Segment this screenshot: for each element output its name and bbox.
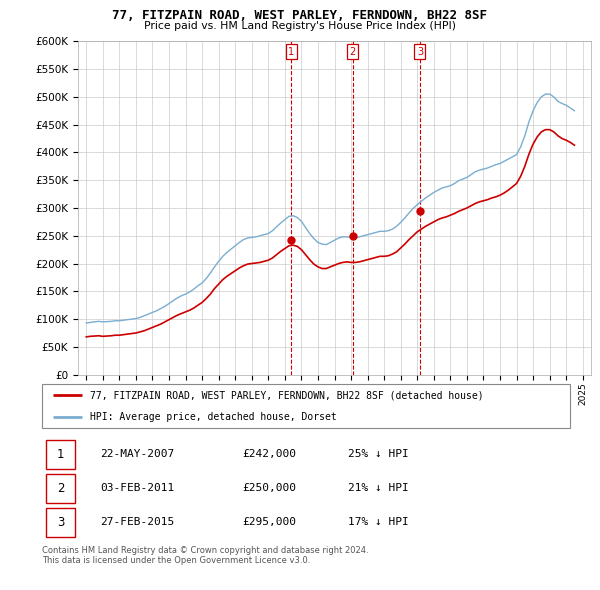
FancyBboxPatch shape — [46, 474, 75, 503]
Text: 3: 3 — [57, 516, 64, 529]
Text: £250,000: £250,000 — [242, 483, 296, 493]
Text: 22-MAY-2007: 22-MAY-2007 — [100, 449, 175, 459]
FancyBboxPatch shape — [46, 508, 75, 537]
Text: 1: 1 — [288, 47, 294, 57]
FancyBboxPatch shape — [46, 440, 75, 468]
Text: Price paid vs. HM Land Registry's House Price Index (HPI): Price paid vs. HM Land Registry's House … — [144, 21, 456, 31]
Text: 21% ↓ HPI: 21% ↓ HPI — [348, 483, 409, 493]
Text: 27-FEB-2015: 27-FEB-2015 — [100, 517, 175, 527]
Text: 03-FEB-2011: 03-FEB-2011 — [100, 483, 175, 493]
Text: 25% ↓ HPI: 25% ↓ HPI — [348, 449, 409, 459]
Text: 77, FITZPAIN ROAD, WEST PARLEY, FERNDOWN, BH22 8SF (detached house): 77, FITZPAIN ROAD, WEST PARLEY, FERNDOWN… — [89, 391, 483, 401]
Text: 3: 3 — [417, 47, 423, 57]
Text: 2: 2 — [349, 47, 356, 57]
Text: 2: 2 — [57, 481, 64, 495]
Text: HPI: Average price, detached house, Dorset: HPI: Average price, detached house, Dors… — [89, 412, 336, 422]
Text: 77, FITZPAIN ROAD, WEST PARLEY, FERNDOWN, BH22 8SF: 77, FITZPAIN ROAD, WEST PARLEY, FERNDOWN… — [113, 9, 487, 22]
FancyBboxPatch shape — [42, 384, 570, 428]
Text: £295,000: £295,000 — [242, 517, 296, 527]
Text: This data is licensed under the Open Government Licence v3.0.: This data is licensed under the Open Gov… — [42, 556, 310, 565]
Text: Contains HM Land Registry data © Crown copyright and database right 2024.: Contains HM Land Registry data © Crown c… — [42, 546, 368, 555]
Text: 17% ↓ HPI: 17% ↓ HPI — [348, 517, 409, 527]
Text: £242,000: £242,000 — [242, 449, 296, 459]
Text: 1: 1 — [57, 448, 64, 461]
